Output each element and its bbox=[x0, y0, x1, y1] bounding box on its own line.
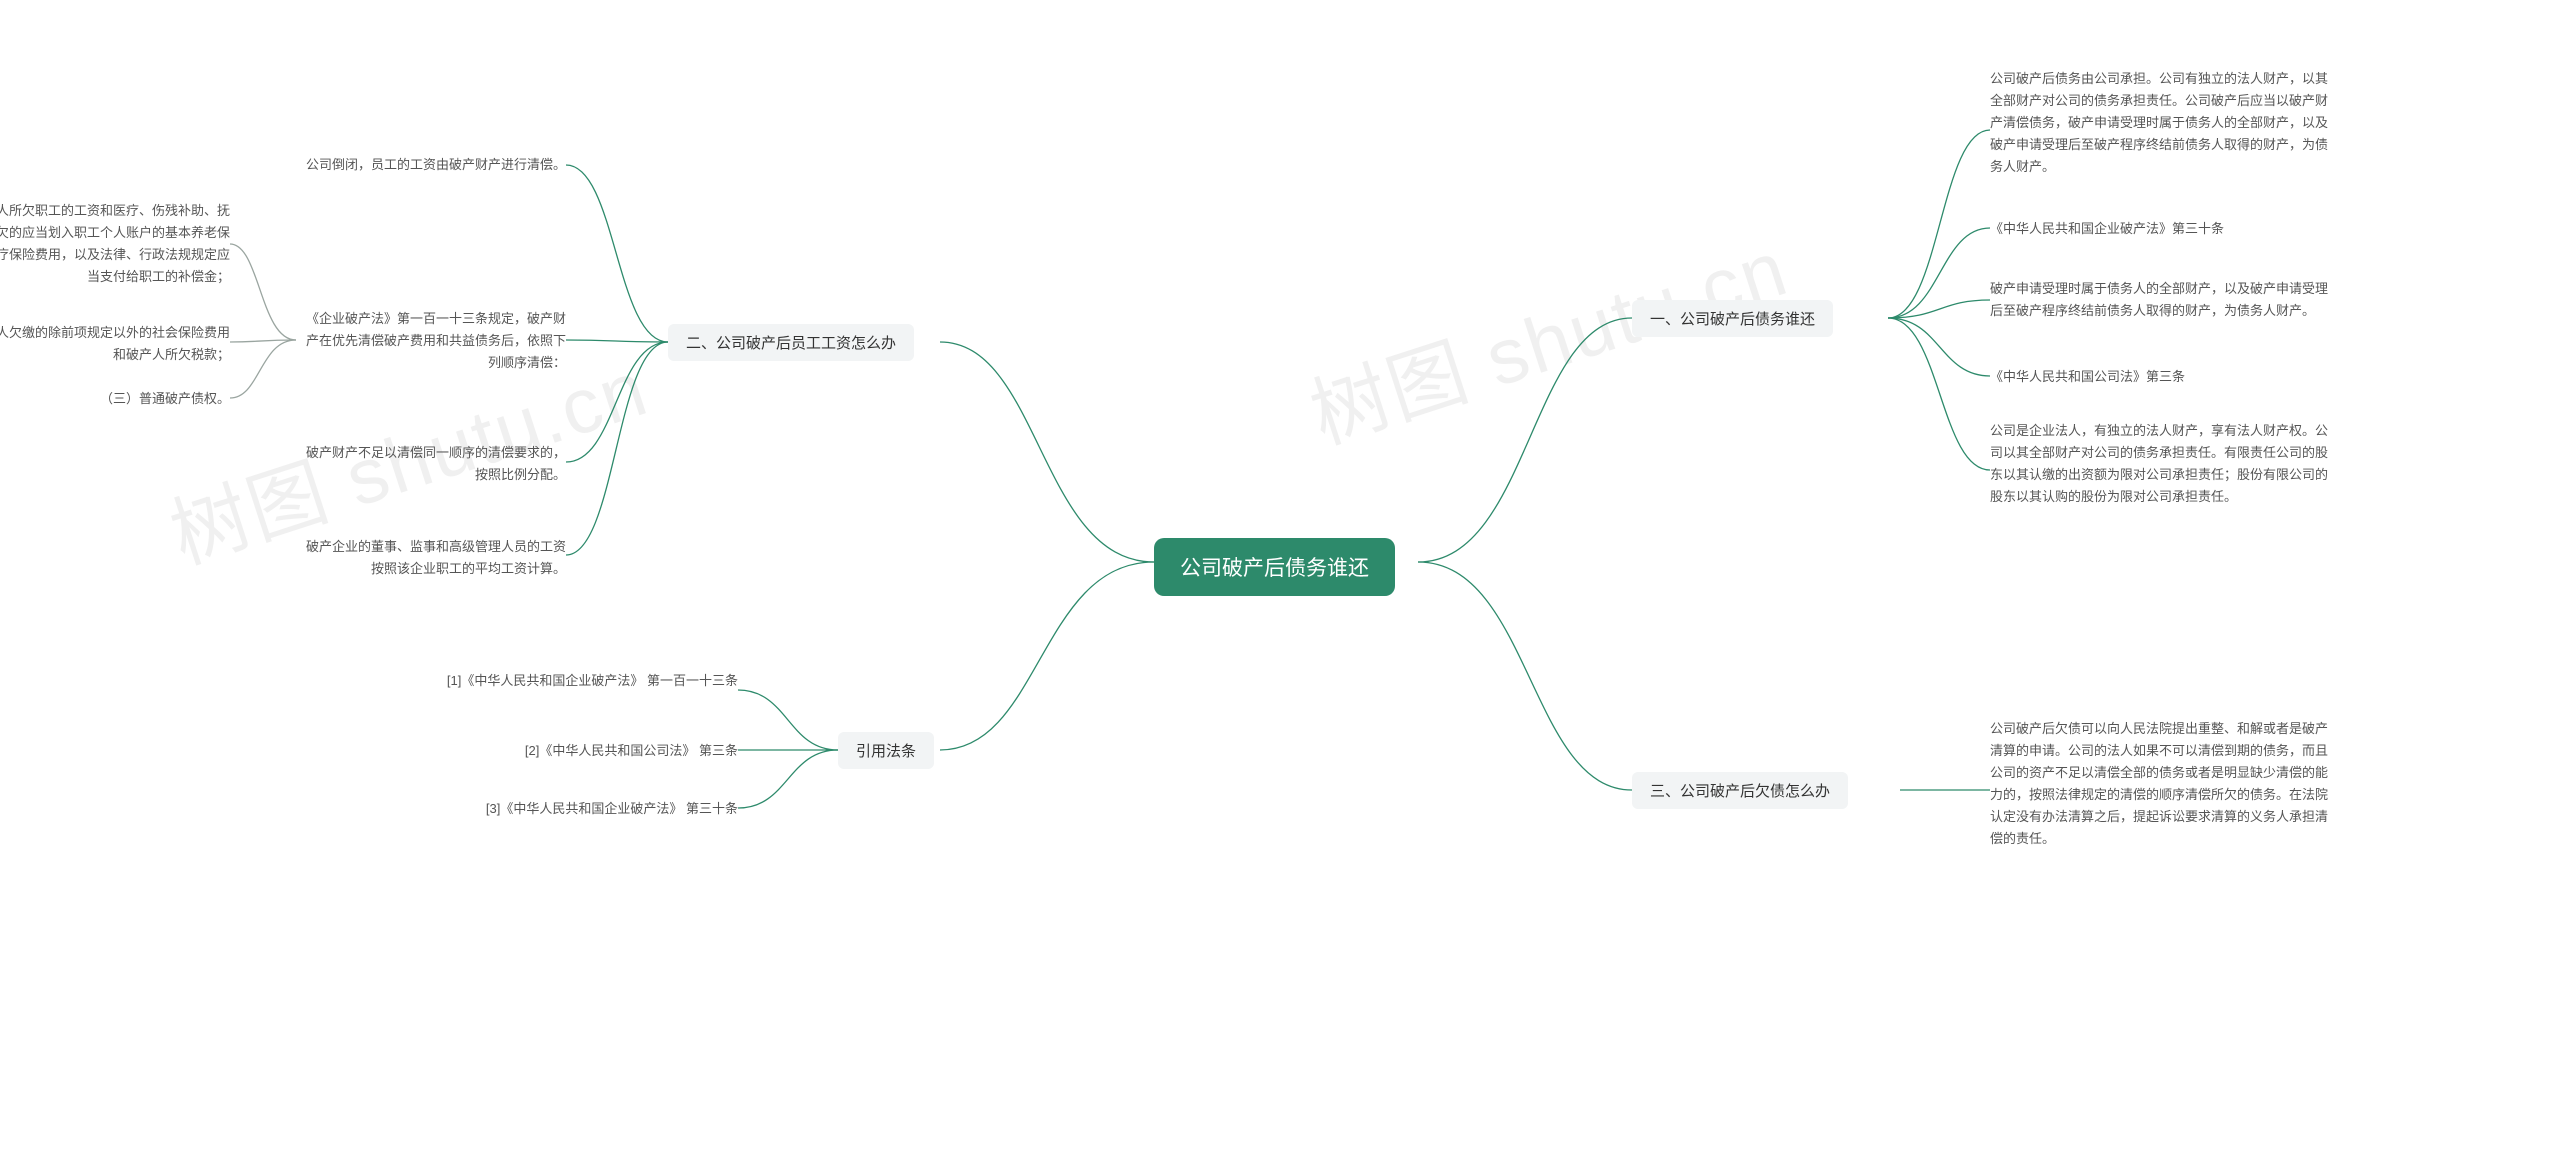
leaf-r1-0: 公司破产后债务由公司承担。公司有独立的法人财产，以其全部财产对公司的债务承担责任… bbox=[1990, 68, 2330, 178]
leaf-l2-1: 《企业破产法》第一百一十三条规定，破产财产在优先清偿破产费用和共益债务后，依照下… bbox=[300, 308, 566, 374]
branch-r1: 一、公司破产后债务谁还 bbox=[1632, 300, 1833, 337]
leaf-l2-2: 破产财产不足以清偿同一顺序的清偿要求的，按照比例分配。 bbox=[300, 442, 566, 486]
branch-l4: 引用法条 bbox=[838, 732, 934, 769]
leaf-r1-2: 破产申请受理时属于债务人的全部财产，以及破产申请受理后至破产程序终结前债务人取得… bbox=[1990, 278, 2330, 322]
leaf-r1-3: 《中华人民共和国公司法》第三条 bbox=[1990, 366, 2185, 388]
leaf-r1-4: 公司是企业法人，有独立的法人财产，享有法人财产权。公司以其全部财产对公司的债务承… bbox=[1990, 420, 2330, 508]
leaf-l2-sub-1: （二）破产人欠缴的除前项规定以外的社会保险费用和破产人所欠税款； bbox=[0, 322, 230, 366]
leaf-l4-0: [1]《中华人民共和国企业破产法》 第一百一十三条 bbox=[430, 670, 738, 692]
branch-r3: 三、公司破产后欠债怎么办 bbox=[1632, 772, 1848, 809]
leaf-l2-0: 公司倒闭，员工的工资由破产财产进行清偿。 bbox=[300, 154, 566, 176]
leaf-l4-1: [2]《中华人民共和国公司法》 第三条 bbox=[430, 740, 738, 762]
leaf-r1-1: 《中华人民共和国企业破产法》第三十条 bbox=[1990, 218, 2224, 240]
leaf-l2-sub-0: （一）破产人所欠职工的工资和医疗、伤残补助、抚恤费用，所欠的应当划入职工个人账户… bbox=[0, 200, 230, 288]
branch-l2: 二、公司破产后员工工资怎么办 bbox=[668, 324, 914, 361]
leaf-l4-2: [3]《中华人民共和国企业破产法》 第三十条 bbox=[430, 798, 738, 820]
leaf-l2-sub-2: （三）普通破产债权。 bbox=[0, 388, 230, 410]
center-node: 公司破产后债务谁还 bbox=[1154, 538, 1395, 596]
leaf-r3-0: 公司破产后欠债可以向人民法院提出重整、和解或者是破产清算的申请。公司的法人如果不… bbox=[1990, 718, 2330, 851]
leaf-l2-3: 破产企业的董事、监事和高级管理人员的工资按照该企业职工的平均工资计算。 bbox=[300, 536, 566, 580]
